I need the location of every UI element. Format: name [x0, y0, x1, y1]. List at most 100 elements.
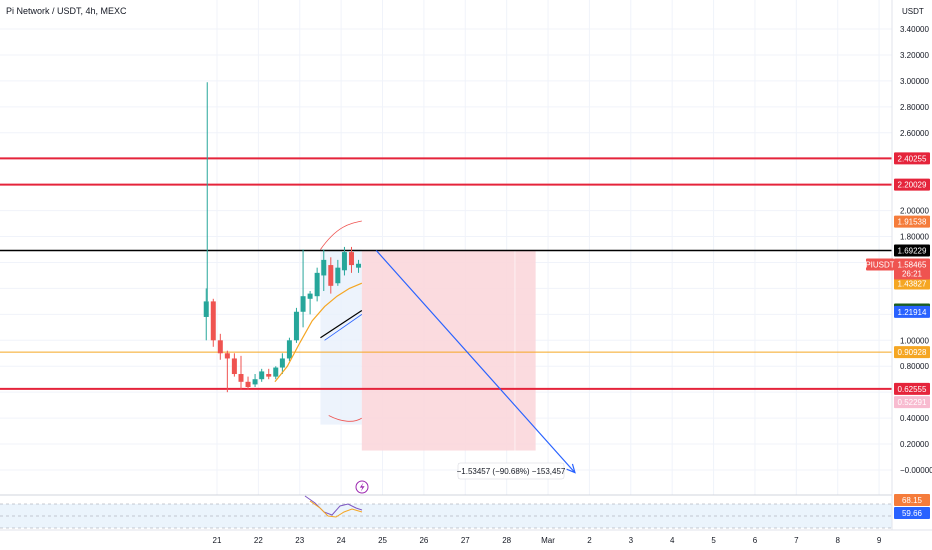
trend-line-black: [320, 309, 363, 339]
candle-body: [203, 301, 209, 317]
candle-body: [231, 358, 237, 375]
bb-fill: [320, 249, 362, 425]
candle-body: [293, 311, 299, 341]
tag-level-1-69-bg: [894, 244, 930, 257]
tag-resistance-2-40-bg: [894, 152, 930, 165]
time-tick: 8: [835, 536, 840, 545]
current-price-bg: [894, 258, 930, 280]
tag-level-1-69-text: 1.69229: [898, 247, 927, 256]
time-tick: 3: [629, 536, 634, 545]
time-tick: 23: [295, 536, 304, 545]
tag-resistance-2-20-text: 2.20029: [898, 181, 927, 190]
candle-body: [245, 381, 251, 387]
candle-body: [224, 353, 230, 359]
tag-support-0-62-bg: [894, 382, 930, 395]
tag-1-91-text: 1.91538: [898, 218, 927, 227]
price-tick: 0.80000: [900, 362, 929, 371]
time-tick: 25: [378, 536, 387, 545]
arrow-head: [566, 463, 576, 474]
candle-body: [286, 340, 292, 359]
time-tick: 27: [461, 536, 470, 545]
price-tick: 2.00000: [900, 207, 929, 216]
trend-line-blue: [324, 314, 363, 341]
candle-body: [321, 259, 327, 276]
tag-0-52-bg: [894, 396, 930, 409]
candle-body: [307, 293, 313, 299]
tag-level-0-90-text: 0.90928: [898, 348, 927, 357]
tag-1-91-bg: [894, 215, 930, 228]
indicators: [274, 282, 363, 383]
price-axis: 3.40000 3.20000 3.00000 2.80000 2.60000 2.000…: [891, 0, 932, 530]
time-tick: 4: [670, 536, 675, 545]
tag-support-0-62-text: 0.62555: [898, 385, 927, 394]
price-tick: 1.80000: [900, 233, 929, 242]
lightning-icon[interactable]: [355, 480, 369, 494]
candle-body: [341, 252, 347, 271]
price-tick: 2.60000: [900, 129, 929, 138]
rsi-ma-line: [309, 500, 363, 518]
candle-body: [259, 371, 265, 380]
candle-body: [217, 340, 223, 354]
time-tick: 5: [711, 536, 716, 545]
tag-1-21-bg: [894, 305, 930, 318]
measure-label-text: −1.53457 (−90.68%) −153,457: [457, 467, 566, 476]
price-tick: 3.00000: [900, 77, 929, 86]
price-tick: 0.40000: [900, 414, 929, 423]
time-tick: 9: [877, 536, 882, 545]
tag-0-52-text: 0.52291: [898, 398, 927, 407]
tag-1-43-bg: [894, 277, 930, 290]
candle-body: [238, 374, 244, 382]
candle-body: [328, 265, 334, 286]
candle-body: [348, 252, 354, 266]
short-zone-rect: [361, 250, 536, 451]
price-unit: USDT: [902, 7, 924, 16]
tag-level-0-90-bg: [894, 346, 930, 359]
symbol-tag-bg: [866, 258, 894, 271]
rsi-top-text: 68.15: [902, 496, 923, 505]
countdown-text: 26:21: [902, 269, 923, 278]
arrow-shaft: [375, 250, 576, 473]
candle-body: [300, 296, 306, 312]
price-tick: 3.20000: [900, 51, 929, 60]
horizontal-levels[interactable]: [0, 157, 892, 390]
tag-resistance-2-20-bg: [894, 178, 930, 191]
candle-body: [314, 272, 320, 297]
price-tags: 2.40255 2.20029 1.69229 0.90928 0.62555 1.915…: [865, 152, 930, 519]
candle-body: [210, 301, 216, 341]
rsi-line: [304, 495, 363, 516]
price-tick: 0.20000: [900, 440, 929, 449]
bb-lower: [328, 415, 363, 422]
candle-body: [335, 267, 341, 284]
rsi-bottom-text: 59.66: [902, 509, 923, 518]
time-axis: 21 22 23 24 25 26 27 28 Mar 2 3 4 5 6 7 8 9: [0, 529, 932, 545]
time-tick: 2: [587, 536, 592, 545]
price-tick: −0.00000: [900, 466, 932, 475]
time-tick: 26: [419, 536, 428, 545]
current-price-text: 1.58465: [898, 260, 927, 269]
rsi-top-bg: [894, 494, 930, 506]
rsi-bottom-bg: [894, 507, 930, 519]
tag-resistance-2-40-text: 2.40255: [898, 154, 927, 163]
candle-body: [356, 263, 362, 268]
price-tick: 1.00000: [900, 336, 929, 345]
candlesticks: [203, 82, 362, 393]
short-position-zone[interactable]: [361, 250, 536, 451]
price-tick: 3.40000: [900, 25, 929, 34]
time-tick: 6: [753, 536, 758, 545]
price-tick: 2.80000: [900, 103, 929, 112]
tag-1-43-text: 1.43827: [898, 279, 927, 288]
bollinger-band: [320, 220, 363, 425]
time-tick: 7: [794, 536, 799, 545]
ema-line: [274, 282, 363, 383]
candle-body: [279, 358, 285, 368]
time-tick: 28: [502, 536, 511, 545]
time-tick: 24: [337, 536, 346, 545]
projection-arrow[interactable]: [375, 250, 576, 474]
chart-title: Pi Network / USDT, 4h, MEXC: [6, 6, 127, 16]
tag-1-21-text: 1.21914: [898, 308, 927, 317]
candle-body: [273, 367, 279, 377]
candle-body: [266, 374, 272, 377]
time-tick: 22: [254, 536, 263, 545]
rsi-pane: [0, 494, 892, 529]
